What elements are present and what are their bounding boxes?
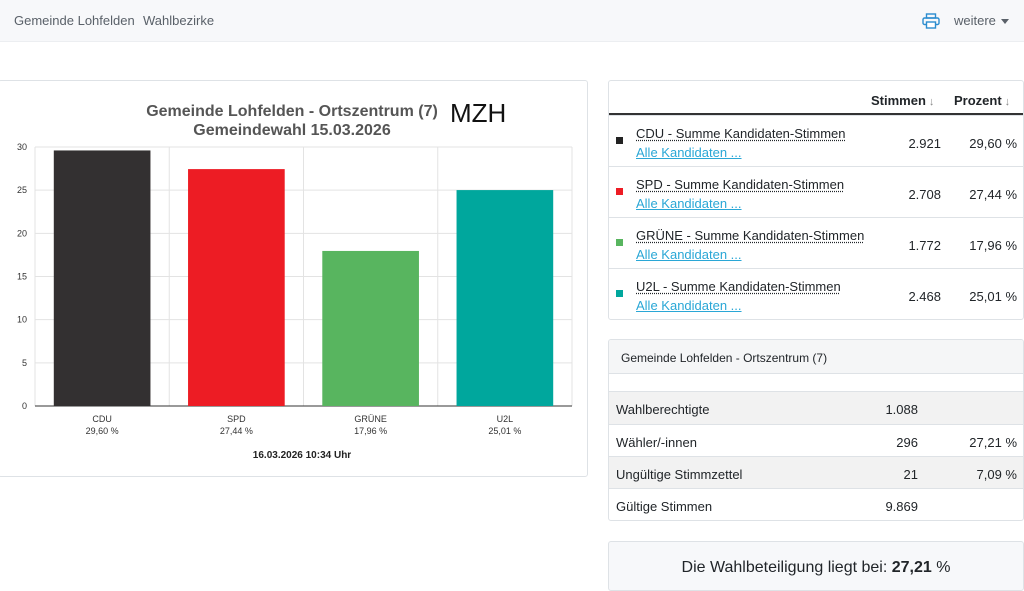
summary-label: Wahlberechtigte	[616, 402, 709, 417]
party-link[interactable]: U2L - Summe Kandidaten-Stimmen	[636, 279, 841, 294]
y-tick-label: 15	[17, 272, 27, 282]
y-tick-label: 30	[17, 142, 27, 152]
summary-percent: 7,09 %	[977, 467, 1017, 482]
y-tick-label: 5	[22, 358, 27, 368]
chart-title-extra: MZH	[450, 98, 506, 128]
printer-icon[interactable]	[922, 13, 940, 29]
results-table: Stimmen ↓ Prozent ↓ CDU - Summe Kandidaten…	[608, 80, 1024, 320]
turnout-label: Die Wahlbeteiligung liegt bei:	[682, 559, 888, 576]
legend-square-icon	[616, 137, 623, 144]
y-tick-label: 0	[22, 401, 27, 411]
party-link[interactable]: CDU - Summe Kandidaten-Stimmen	[636, 126, 846, 141]
turnout-value: 27,21	[892, 559, 932, 576]
alle-kandidaten-link[interactable]: Alle Kandidaten ...	[636, 196, 742, 211]
chevron-down-icon[interactable]	[1001, 19, 1009, 24]
votes-value: 2.708	[908, 187, 941, 202]
percent-value: 27,44 %	[969, 187, 1017, 202]
chart-bar	[322, 251, 419, 406]
top-navbar: Gemeinde Lohfelden Wahlbezirke weitere	[0, 0, 1024, 42]
y-tick-label: 20	[17, 228, 27, 238]
column-header-stimmen-label: Stimmen	[871, 93, 926, 108]
turnout-text: Die Wahlbeteiligung liegt bei: 27,21 %	[609, 559, 1023, 577]
summary-value: 9.869	[885, 499, 918, 514]
table-row: GRÜNE - Summe Kandidaten-Stimmen Alle Ka…	[609, 217, 1023, 268]
summary-row: Wähler/-innen 296 27,21 %	[609, 424, 1023, 457]
chart-bar	[54, 150, 151, 406]
x-tick-percent-label: 27,44 %	[220, 426, 253, 436]
percent-value: 25,01 %	[969, 289, 1017, 304]
nav-wahlbezirke-link[interactable]: Wahlbezirke	[143, 13, 214, 28]
x-tick-label: U2L	[497, 414, 514, 424]
legend-square-icon	[616, 188, 623, 195]
summary-header: Gemeinde Lohfelden - Ortszentrum (7)	[609, 340, 1023, 374]
percent-value: 17,96 %	[969, 238, 1017, 253]
turnout-unit: %	[936, 559, 950, 576]
x-tick-label: CDU	[92, 414, 112, 424]
x-tick-percent-label: 25,01 %	[488, 426, 521, 436]
x-tick-label: GRÜNE	[354, 414, 387, 424]
nav-weitere-dropdown[interactable]: weitere	[954, 13, 996, 28]
votes-value: 1.772	[908, 238, 941, 253]
summary-value: 296	[896, 435, 918, 450]
party-link[interactable]: GRÜNE - Summe Kandidaten-Stimmen	[636, 228, 864, 243]
votes-value: 2.921	[908, 136, 941, 151]
summary-percent: 27,21 %	[969, 435, 1017, 450]
summary-row: Gültige Stimmen 9.869	[609, 488, 1023, 521]
table-row: CDU - Summe Kandidaten-Stimmen Alle Kand…	[609, 115, 1023, 166]
table-row: U2L - Summe Kandidaten-Stimmen Alle Kand…	[609, 268, 1023, 319]
votes-value: 2.468	[908, 289, 941, 304]
chart-bar	[457, 190, 554, 406]
x-tick-label: SPD	[227, 414, 246, 424]
table-row: SPD - Summe Kandidaten-Stimmen Alle Kand…	[609, 166, 1023, 217]
party-link[interactable]: SPD - Summe Kandidaten-Stimmen	[636, 177, 844, 192]
turnout-card: Die Wahlbeteiligung liegt bei: 27,21 %	[608, 541, 1024, 591]
x-tick-percent-label: 17,96 %	[354, 426, 387, 436]
legend-square-icon	[616, 290, 623, 297]
sort-arrow-icon: ↓	[929, 96, 935, 108]
summary-value: 21	[904, 467, 918, 482]
column-header-prozent[interactable]: Prozent ↓	[954, 93, 1010, 108]
alle-kandidaten-link[interactable]: Alle Kandidaten ...	[636, 298, 742, 313]
y-tick-label: 10	[17, 315, 27, 325]
chart-timestamp: 16.03.2026 10:34 Uhr	[253, 450, 352, 461]
x-tick-percent-label: 29,60 %	[86, 426, 119, 436]
y-tick-label: 25	[17, 185, 27, 195]
percent-value: 29,60 %	[969, 136, 1017, 151]
summary-row: Wahlberechtigte 1.088	[609, 391, 1023, 424]
legend-square-icon	[616, 239, 623, 246]
summary-label: Gültige Stimmen	[616, 499, 712, 514]
summary-card: Gemeinde Lohfelden - Ortszentrum (7) Wah…	[608, 339, 1024, 521]
summary-title: Gemeinde Lohfelden - Ortszentrum (7)	[621, 351, 827, 365]
bar-chart: Gemeinde Lohfelden - Ortszentrum (7) MZH…	[0, 81, 589, 478]
alle-kandidaten-link[interactable]: Alle Kandidaten ...	[636, 145, 742, 160]
chart-subtitle: Gemeindewahl 15.03.2026	[193, 122, 391, 139]
column-header-stimmen[interactable]: Stimmen ↓	[871, 93, 934, 108]
summary-row: Ungültige Stimmzettel 21 7,09 %	[609, 456, 1023, 489]
chart-bar	[188, 169, 285, 406]
sort-arrow-icon: ↓	[1005, 96, 1011, 108]
chart-card: Gemeinde Lohfelden - Ortszentrum (7) MZH…	[0, 80, 588, 477]
column-header-prozent-label: Prozent	[954, 93, 1002, 108]
summary-label: Ungültige Stimmzettel	[616, 467, 742, 482]
summary-label: Wähler/-innen	[616, 435, 697, 450]
summary-value: 1.088	[885, 402, 918, 417]
chart-title: Gemeinde Lohfelden - Ortszentrum (7)	[146, 103, 438, 120]
alle-kandidaten-link[interactable]: Alle Kandidaten ...	[636, 247, 742, 262]
nav-gemeinde-link[interactable]: Gemeinde Lohfelden	[14, 13, 135, 28]
